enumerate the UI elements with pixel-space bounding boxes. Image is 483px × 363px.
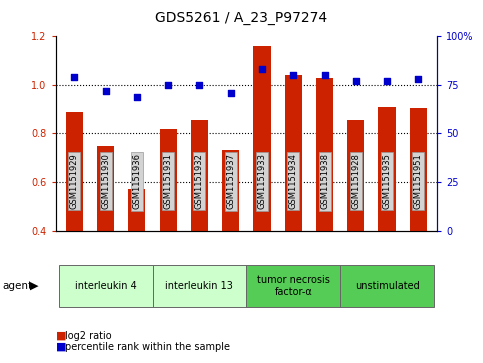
Bar bbox=[159, 129, 177, 231]
Bar bbox=[128, 189, 145, 231]
Text: log2 ratio: log2 ratio bbox=[65, 331, 112, 341]
Point bbox=[102, 88, 110, 94]
Text: GSM1151938: GSM1151938 bbox=[320, 153, 329, 209]
Text: GSM1151937: GSM1151937 bbox=[226, 153, 235, 209]
Bar bbox=[379, 107, 396, 231]
Bar bbox=[97, 146, 114, 231]
Text: GSM1151930: GSM1151930 bbox=[101, 153, 110, 209]
Point bbox=[321, 72, 328, 78]
Bar bbox=[316, 78, 333, 231]
Text: GDS5261 / A_23_P97274: GDS5261 / A_23_P97274 bbox=[156, 11, 327, 25]
Bar bbox=[347, 120, 364, 231]
Text: ■: ■ bbox=[56, 342, 66, 352]
Point bbox=[383, 78, 391, 84]
Bar bbox=[410, 108, 427, 231]
Bar bbox=[284, 75, 302, 231]
Bar bbox=[66, 111, 83, 231]
Point bbox=[352, 78, 360, 84]
Text: GSM1151931: GSM1151931 bbox=[164, 153, 172, 209]
Bar bbox=[222, 150, 239, 231]
Text: interleukin 4: interleukin 4 bbox=[75, 281, 137, 291]
Text: unstimulated: unstimulated bbox=[355, 281, 419, 291]
Text: GSM1151936: GSM1151936 bbox=[132, 153, 142, 209]
Point bbox=[227, 90, 235, 95]
Point bbox=[71, 74, 78, 80]
Text: percentile rank within the sample: percentile rank within the sample bbox=[65, 342, 230, 352]
Text: agent: agent bbox=[2, 281, 32, 291]
Text: GSM1151928: GSM1151928 bbox=[351, 153, 360, 209]
Text: GSM1151933: GSM1151933 bbox=[257, 153, 267, 209]
Bar bbox=[254, 46, 270, 231]
Text: interleukin 13: interleukin 13 bbox=[166, 281, 233, 291]
Bar bbox=[191, 120, 208, 231]
Point bbox=[133, 94, 141, 99]
Text: GSM1151935: GSM1151935 bbox=[383, 153, 392, 209]
Text: GSM1151929: GSM1151929 bbox=[70, 153, 79, 209]
Point bbox=[289, 72, 297, 78]
Text: GSM1151932: GSM1151932 bbox=[195, 153, 204, 209]
Point bbox=[414, 76, 422, 82]
Text: tumor necrosis
factor-α: tumor necrosis factor-α bbox=[257, 275, 330, 297]
Point bbox=[196, 82, 203, 88]
Point bbox=[258, 66, 266, 72]
Text: GSM1151934: GSM1151934 bbox=[289, 153, 298, 209]
Text: GSM1151951: GSM1151951 bbox=[414, 153, 423, 209]
Point bbox=[164, 82, 172, 88]
Text: ▶: ▶ bbox=[30, 281, 39, 291]
Text: ■: ■ bbox=[56, 331, 66, 341]
